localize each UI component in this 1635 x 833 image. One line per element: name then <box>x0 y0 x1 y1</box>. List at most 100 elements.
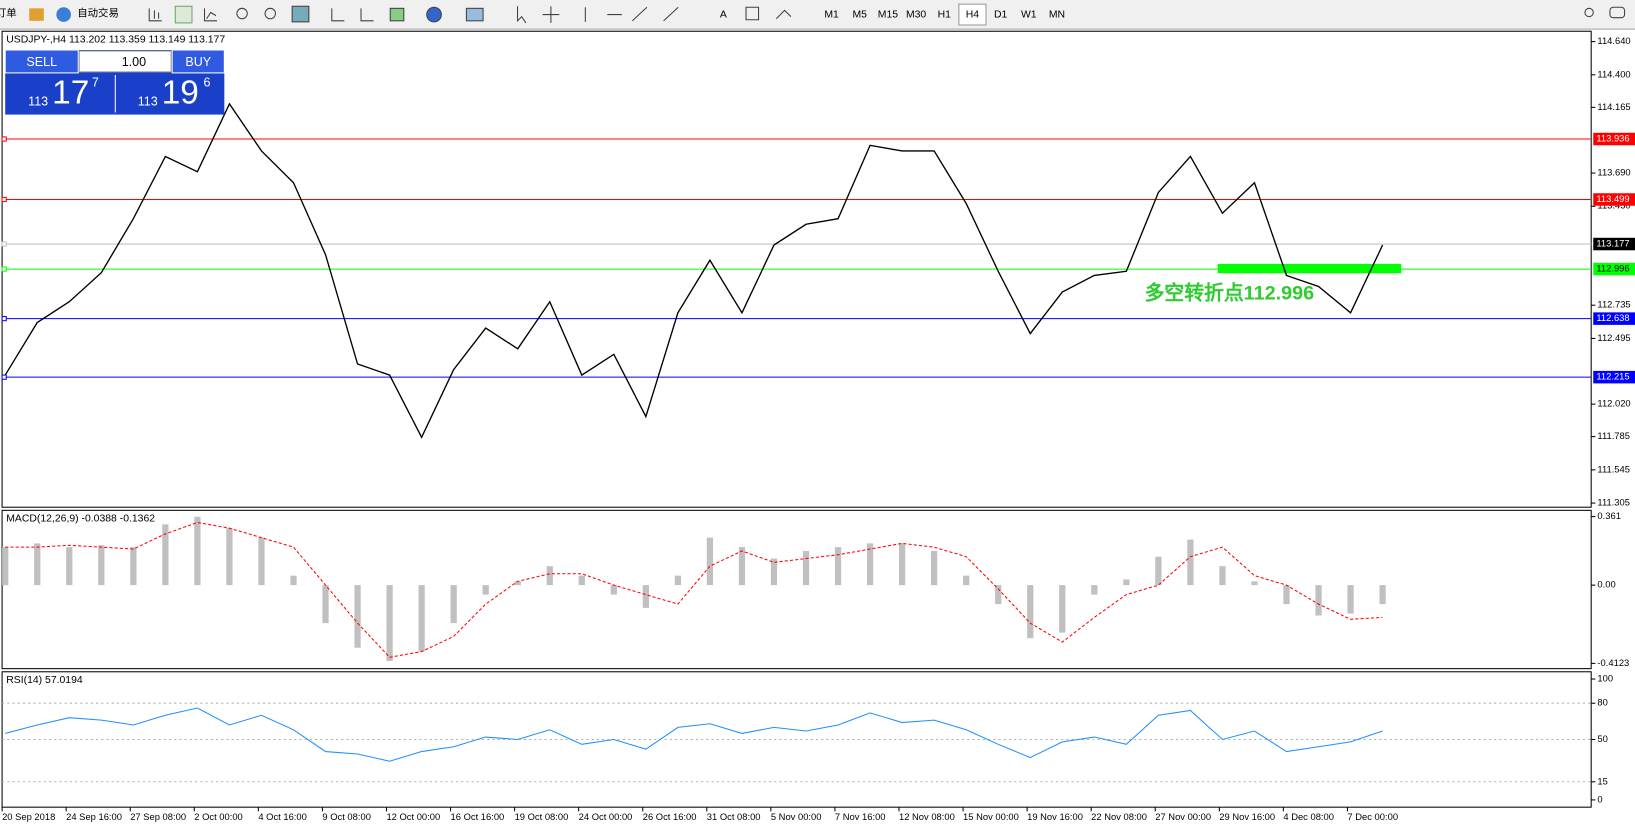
level-label: 113.177 <box>1596 239 1629 249</box>
icon[interactable] <box>236 7 248 20</box>
icon[interactable] <box>29 8 44 21</box>
x-tick-label: 4 Oct 16:00 <box>258 812 307 822</box>
toolbar-items: 订单 自动交易 <box>0 6 119 19</box>
macd-panel <box>1 509 1592 670</box>
x-tick-label: 9 Oct 08:00 <box>322 812 371 822</box>
lots[interactable]: 1.00 <box>122 55 146 69</box>
price-big: 17 <box>52 75 89 112</box>
y-tick-label: 111.305 <box>1597 498 1630 508</box>
price-big: 19 <box>162 75 199 112</box>
y-tick-label: 112.020 <box>1597 399 1630 409</box>
toolbar <box>0 0 1635 30</box>
y-tick-label: 15 <box>1597 776 1607 786</box>
y-tick-label: 50 <box>1597 734 1607 744</box>
x-tick-label: 22 Nov 08:00 <box>1091 812 1147 822</box>
level-label-bg <box>1593 237 1635 251</box>
toolbar-item[interactable]: 自动交易 <box>77 6 119 19</box>
panel-title: MACD(12,26,9) -0.0388 -0.1362 <box>6 513 155 524</box>
icon[interactable] <box>389 7 405 22</box>
x-tick-label: 7 Nov 16:00 <box>835 812 886 822</box>
level-label-bg <box>1593 132 1635 146</box>
level-handle <box>1 374 7 380</box>
x-tick-label: 12 Oct 00:00 <box>386 812 440 822</box>
price-sup: 7 <box>92 76 99 90</box>
x-tick-label: 19 Nov 16:00 <box>1027 812 1083 822</box>
tool-icons <box>148 5 1626 24</box>
y-tick-label: 113.450 <box>1597 201 1630 211</box>
x-tick-label: 4 Dec 08:00 <box>1283 812 1334 822</box>
toolbar-item[interactable]: 订单 <box>0 7 17 19</box>
timeframe[interactable]: H1 <box>938 9 952 20</box>
icon[interactable] <box>203 8 218 22</box>
x-tick-label: 12 Nov 08:00 <box>899 812 955 822</box>
timeframe[interactable]: M30 <box>906 9 926 20</box>
level-handle <box>1 316 7 322</box>
y-tick-label: 114.400 <box>1597 69 1630 79</box>
rsi-line <box>5 707 1383 762</box>
level-handle <box>1 196 7 203</box>
icon[interactable] <box>174 5 193 24</box>
timeframe[interactable]: M1 <box>824 9 839 20</box>
active-timeframe <box>958 3 987 26</box>
x-tick-label: 24 Sep 16:00 <box>66 812 122 822</box>
y-tick-label: 114.640 <box>1597 36 1630 46</box>
sell-label[interactable]: SELL <box>26 55 57 69</box>
y-tick-label: 112.735 <box>1597 300 1630 310</box>
trade-panel: SELL BUY 1.00 113 17 7 113 19 6 <box>4 49 225 115</box>
timeframe[interactable]: M15 <box>878 9 898 20</box>
x-tick-label: 26 Oct 16:00 <box>643 812 697 822</box>
icon[interactable] <box>426 6 442 23</box>
level-label: 112.996 <box>1596 264 1629 274</box>
level-label-bg <box>1593 193 1635 206</box>
text-tool[interactable]: A <box>720 9 727 20</box>
icon[interactable] <box>331 8 374 22</box>
y-tick-label: 111.785 <box>1597 431 1630 441</box>
level-label: 112.638 <box>1596 313 1629 323</box>
level-label: 113.936 <box>1596 134 1629 144</box>
timeframe[interactable]: M5 <box>853 9 868 20</box>
price-prefix: 113 <box>138 94 158 108</box>
x-tick-label: 7 Dec 00:00 <box>1347 812 1398 822</box>
level-label-bg <box>1593 262 1635 276</box>
y-tick-label: 111.545 <box>1597 464 1630 474</box>
icon[interactable] <box>517 6 679 24</box>
x-tick-label: 24 Oct 00:00 <box>579 812 633 822</box>
icon[interactable] <box>148 8 162 22</box>
timeframe[interactable]: MN <box>1049 9 1065 20</box>
icon[interactable] <box>1609 6 1626 19</box>
panel-title: USDJPY-,H4 113.202 113.359 113.149 113.1… <box>6 34 225 45</box>
price-sup: 6 <box>203 76 210 90</box>
lots-field[interactable] <box>78 50 172 73</box>
y-tick-label: 0.00 <box>1597 580 1615 590</box>
level-handle <box>1 136 7 142</box>
annotation: 多空转折点112.996 <box>1145 281 1315 304</box>
icon[interactable] <box>745 6 792 21</box>
timeframe[interactable]: D1 <box>994 9 1008 20</box>
level-handle <box>1 241 7 247</box>
x-tick-label: 15 Nov 00:00 <box>963 812 1019 822</box>
price-prefix: 113 <box>28 94 48 108</box>
icon[interactable] <box>465 7 484 22</box>
y-tick-label: 112.495 <box>1597 333 1630 343</box>
icon[interactable] <box>291 5 310 23</box>
sell-button[interactable] <box>4 49 79 74</box>
turn-point-bar <box>1217 263 1402 274</box>
y-tick-label: 80 <box>1597 698 1607 708</box>
y-tick-label: 100 <box>1597 674 1613 684</box>
timeframe[interactable]: W1 <box>1021 9 1037 20</box>
buy-button[interactable] <box>171 49 225 74</box>
y-tick-label: 0 <box>1597 794 1602 804</box>
x-tick-label: 31 Oct 08:00 <box>707 812 761 822</box>
y-tick-label: 0.361 <box>1597 511 1620 521</box>
y-tick-label: 114.165 <box>1597 102 1630 112</box>
buy-label[interactable]: BUY <box>185 55 211 69</box>
icon[interactable] <box>1584 7 1594 18</box>
x-tick-label: 16 Oct 16:00 <box>451 812 505 822</box>
divider <box>114 74 116 113</box>
level-label-bg <box>1593 370 1635 384</box>
icon[interactable] <box>56 7 71 22</box>
timeframe[interactable]: H4 <box>966 9 980 20</box>
x-tick-label: 19 Oct 08:00 <box>515 812 569 822</box>
icon[interactable] <box>264 7 276 20</box>
